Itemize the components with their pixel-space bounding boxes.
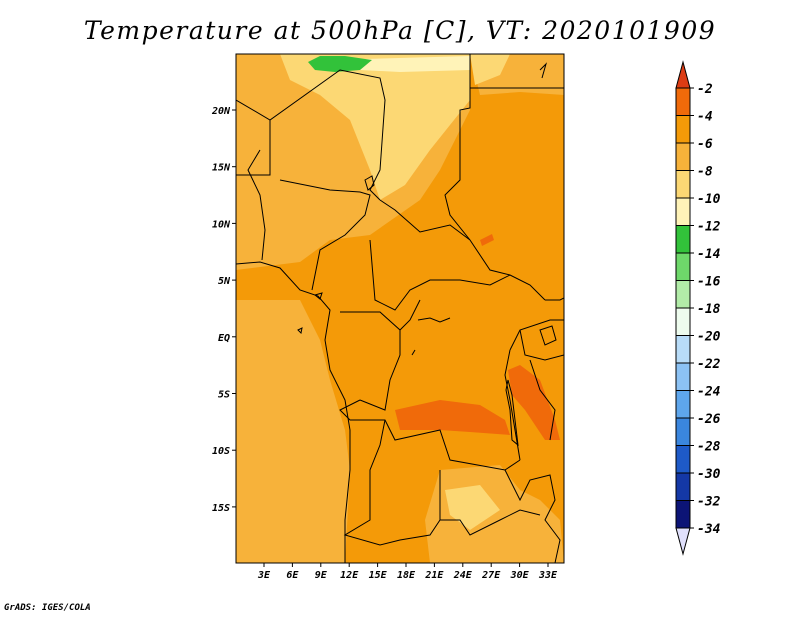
- colorbar-label: -4: [697, 110, 713, 125]
- lat-label: 5N: [218, 276, 231, 287]
- lon-label: 9E: [315, 570, 328, 581]
- colorbar-swatch: [675, 87, 691, 116]
- lon-label: 6E: [286, 570, 299, 581]
- lat-label: EQ: [218, 333, 230, 344]
- lon-label: 18E: [397, 570, 416, 581]
- colorbar-label: -18: [697, 302, 721, 317]
- lat-label: 15N: [212, 163, 231, 174]
- lon-label: 21E: [424, 570, 444, 581]
- colorbar-label: -32: [697, 495, 721, 510]
- colorbar-label: -2: [697, 82, 713, 97]
- map-title: Temperature at 500hPa [C], VT: 202010190…: [83, 16, 717, 45]
- colorbar: -2 -4 -6 -8 -10 -12 -14 -16 -18 -20 -22 -24 -26 -28 -3…: [675, 60, 721, 556]
- colorbar-swatch: [675, 335, 691, 364]
- colorbar-label: -34: [697, 522, 721, 537]
- colorbar-label: -22: [697, 357, 721, 372]
- colorbar-swatch: [675, 390, 691, 419]
- colorbar-swatch: [675, 500, 691, 529]
- lon-label: 12E: [340, 570, 359, 581]
- lon-label: 27E: [481, 570, 501, 581]
- colorbar-label: -8: [697, 165, 713, 180]
- map-frame: [235, 53, 565, 564]
- colorbar-label: -12: [697, 220, 721, 235]
- colorbar-swatch: [675, 445, 691, 474]
- grads-credit: GrADS: IGES/COLA: [4, 603, 91, 613]
- country-borders: [236, 54, 564, 563]
- lon-label: 3E: [257, 570, 271, 581]
- lat-label: 10N: [212, 219, 231, 230]
- lon-label: 15E: [369, 570, 388, 581]
- colorbar-swatch: [675, 417, 691, 446]
- lon-label: 30E: [510, 570, 530, 581]
- colorbar-swatch: [675, 115, 691, 144]
- lat-label: 20N: [211, 106, 231, 117]
- colorbar-swatch: [675, 197, 691, 226]
- colorbar-swatch: [675, 280, 691, 309]
- lat-label: 5S: [218, 390, 230, 401]
- colorbar-swatch: [675, 362, 691, 391]
- lon-label: 33E: [538, 570, 558, 581]
- colorbar-swatch: [675, 472, 691, 501]
- lon-label: 24E: [453, 570, 473, 581]
- colorbar-bottom-arrow: [675, 527, 691, 556]
- colorbar-label: -20: [697, 330, 721, 345]
- colorbar-swatch: [675, 225, 691, 254]
- colorbar-label: -30: [697, 467, 721, 482]
- colorbar-label: -14: [697, 247, 721, 262]
- temperature-field: [236, 54, 564, 563]
- colorbar-label: -28: [697, 440, 721, 455]
- colorbar-label: -16: [697, 275, 721, 290]
- colorbar-label: -6: [697, 137, 713, 152]
- colorbar-label: -10: [697, 192, 721, 207]
- lat-label: 10S: [212, 446, 230, 457]
- colorbar-swatch: [675, 307, 691, 336]
- colorbar-swatch: [675, 142, 691, 171]
- colorbar-label: -24: [697, 385, 721, 400]
- lat-label: 15S: [212, 503, 230, 514]
- latitude-axis: 20N 15N 10N 5N EQ 5S 10S 15S: [211, 106, 236, 514]
- colorbar-label: -26: [697, 412, 721, 427]
- colorbar-swatch: [675, 170, 691, 199]
- colorbar-swatch: [675, 252, 691, 281]
- colorbar-top-arrow: [675, 60, 691, 89]
- longitude-axis: 3E 6E 9E 12E 15E 18E 21E 24E 27E 30E 33E: [257, 563, 558, 581]
